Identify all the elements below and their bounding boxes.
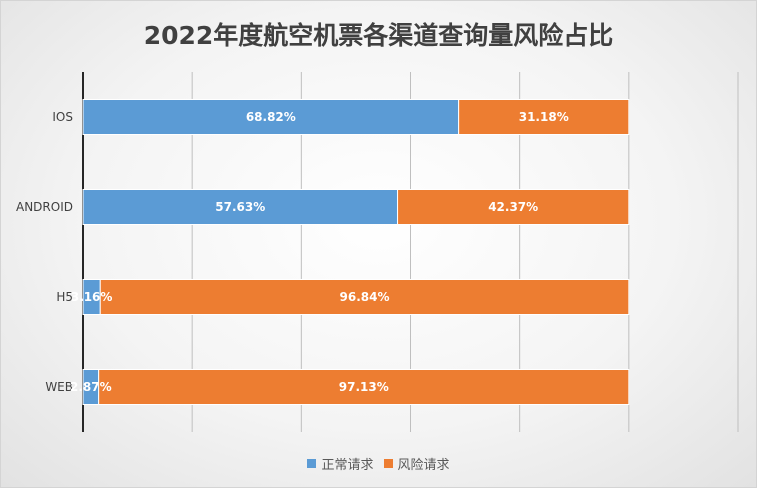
- bar-risk: [458, 99, 630, 135]
- bar-risk: [99, 279, 630, 315]
- chart-title: 2022年度航空机票各渠道查询量风险占比: [143, 21, 614, 50]
- bar-normal: [82, 189, 399, 225]
- data-label: 57.63%: [215, 200, 265, 214]
- data-label: 2.87%: [70, 380, 112, 394]
- legend: 正常请求 风险请求: [0, 454, 757, 473]
- bar-risk: [98, 369, 630, 405]
- legend-item-normal: 正常请求: [307, 454, 374, 473]
- legend-swatch-normal: [307, 459, 317, 468]
- bar-normal: [82, 99, 460, 135]
- legend-label-risk: 风险请求: [397, 458, 450, 473]
- category-label: ANDROID: [16, 200, 73, 214]
- data-label: 42.37%: [488, 200, 538, 214]
- legend-swatch-risk: [383, 459, 393, 468]
- data-label: 96.84%: [340, 290, 390, 304]
- bar-risk: [397, 189, 630, 225]
- legend-label-normal: 正常请求: [321, 458, 374, 473]
- data-label: 68.82%: [246, 110, 296, 124]
- data-label: 97.13%: [339, 380, 389, 394]
- category-label: WEB: [45, 380, 73, 394]
- category-label: H5: [56, 290, 73, 304]
- data-label: 31.18%: [519, 110, 569, 124]
- legend-item-risk: 风险请求: [383, 454, 450, 473]
- category-label: IOS: [52, 110, 73, 124]
- data-label: 3.16%: [71, 290, 113, 304]
